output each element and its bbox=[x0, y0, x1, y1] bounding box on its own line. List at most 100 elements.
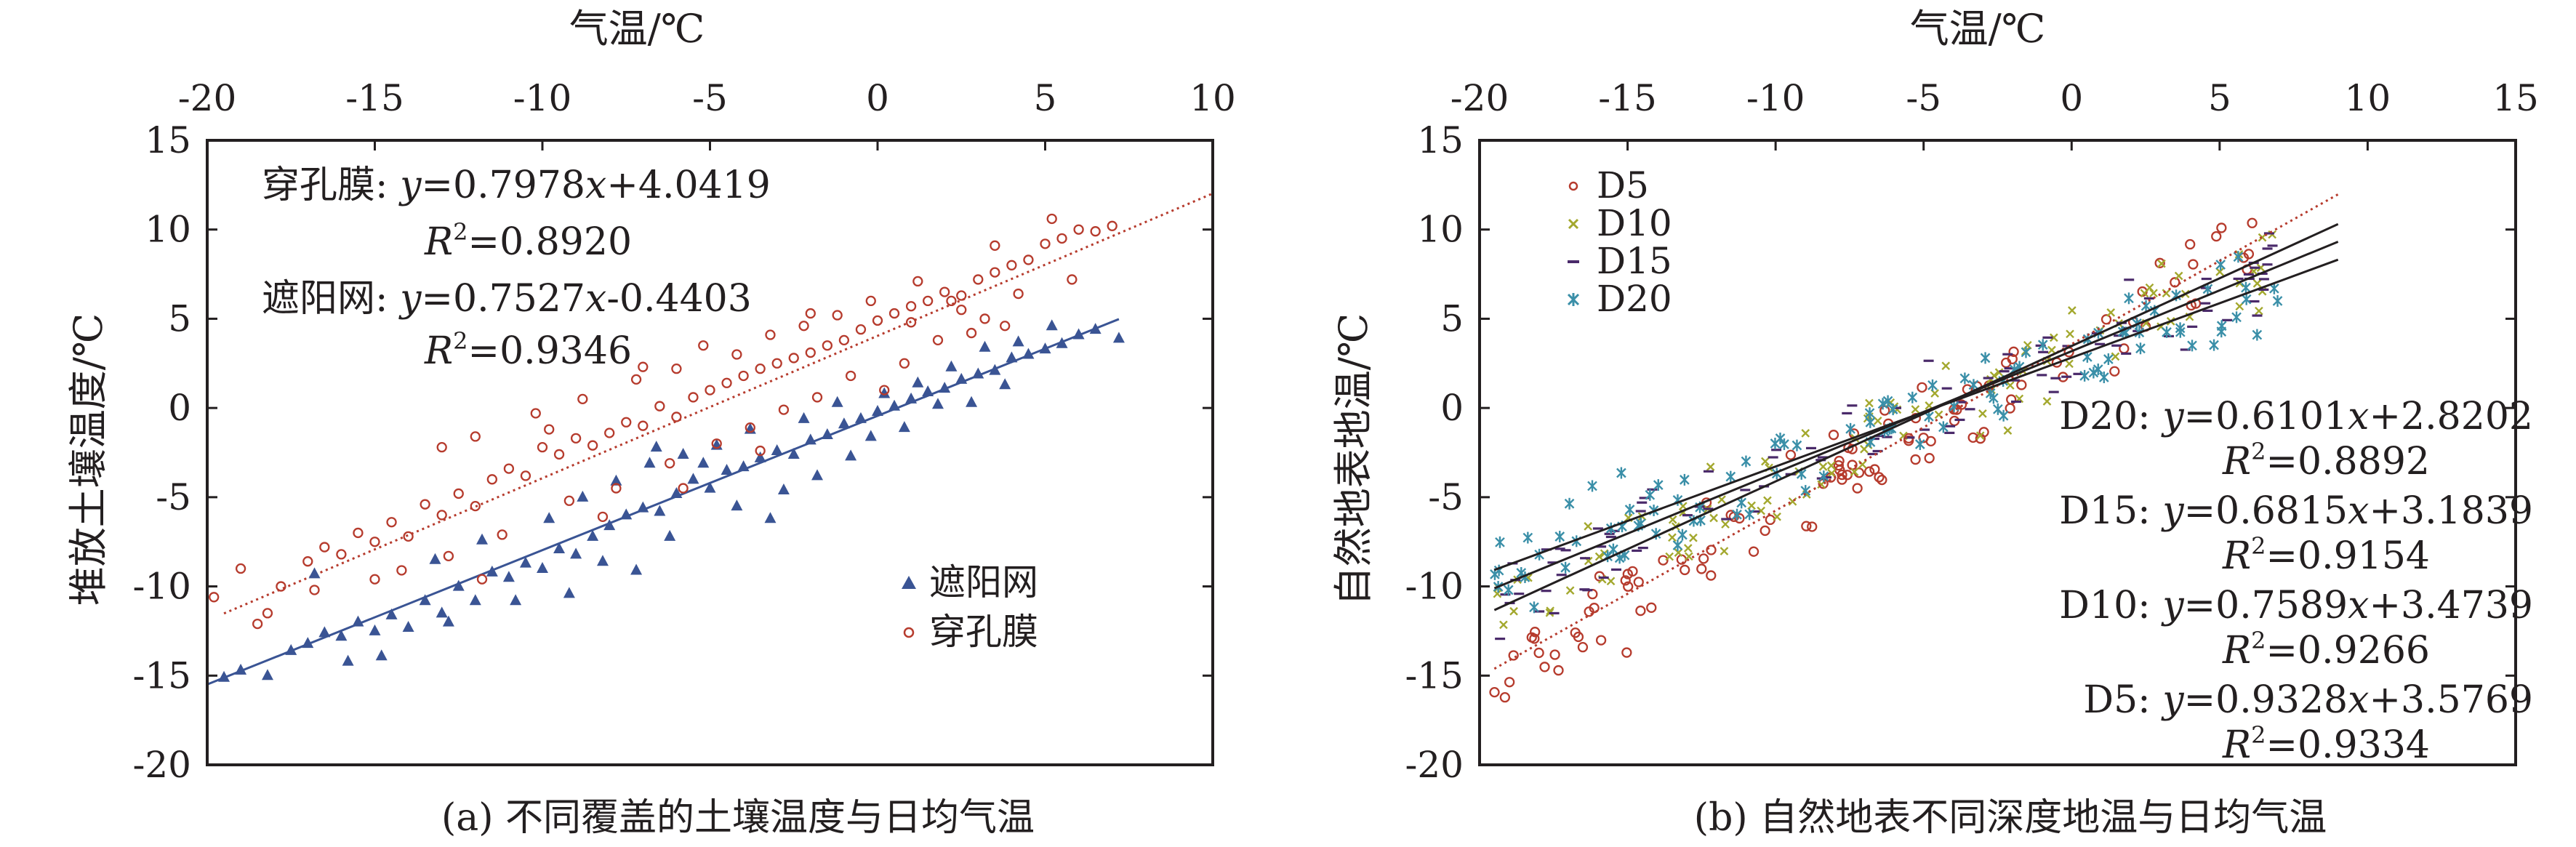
data-point-d5 bbox=[1589, 603, 1600, 614]
data-point-d20 bbox=[1741, 455, 1752, 467]
data-point-shade bbox=[845, 449, 857, 461]
x-tick-label: -5 bbox=[692, 77, 728, 119]
panel-a-points bbox=[209, 213, 1125, 682]
data-point-d5 bbox=[1646, 602, 1657, 613]
data-point-d5 bbox=[2154, 257, 2165, 268]
data-point-d20 bbox=[1865, 416, 1876, 428]
data-point-perforated bbox=[420, 499, 430, 510]
data-point-d5 bbox=[1633, 577, 1644, 587]
data-point-perforated bbox=[1067, 274, 1078, 285]
data-point-d10 bbox=[1941, 361, 1951, 371]
data-point-perforated bbox=[771, 358, 782, 369]
data-point-d5 bbox=[1863, 466, 1875, 477]
data-point-perforated bbox=[563, 495, 575, 506]
data-point-d10 bbox=[1717, 495, 1726, 504]
data-point-d5 bbox=[1879, 405, 1890, 416]
data-point-perforated bbox=[453, 488, 464, 499]
data-point-d5 bbox=[1595, 635, 1607, 646]
data-point-d10 bbox=[2106, 308, 2116, 317]
data-point-perforated bbox=[1056, 233, 1067, 244]
data-point-d20 bbox=[1645, 489, 1656, 501]
data-point-d5 bbox=[1539, 662, 1550, 673]
data-point-perforated bbox=[587, 440, 598, 451]
data-point-d5 bbox=[1910, 454, 1921, 465]
x-tick-label: -5 bbox=[1906, 77, 1941, 119]
x-tick-label: 10 bbox=[2345, 77, 2391, 119]
data-point-d20 bbox=[2135, 342, 2146, 355]
data-point-d5 bbox=[1489, 686, 1500, 698]
data-point-d5 bbox=[1869, 464, 1880, 475]
y-tick-label: 5 bbox=[168, 297, 191, 340]
equation-intercept: +3.5769 bbox=[2369, 678, 2533, 722]
r-label: R bbox=[2222, 440, 2251, 483]
data-point-shade bbox=[697, 457, 710, 468]
data-point-d10 bbox=[1801, 429, 1810, 438]
data-point-d20 bbox=[2098, 372, 2109, 384]
data-point-perforated bbox=[1006, 260, 1017, 270]
equation-intercept: +3.4739 bbox=[2369, 584, 2533, 627]
data-point-perforated bbox=[497, 529, 507, 540]
data-point-d20 bbox=[2241, 281, 2251, 294]
data-point-shade bbox=[261, 669, 273, 681]
data-point-d20 bbox=[1845, 422, 1855, 435]
data-point-shade bbox=[955, 372, 968, 384]
data-point-perforated bbox=[788, 353, 799, 364]
data-point-shade bbox=[838, 417, 850, 429]
data-point-shade bbox=[375, 649, 388, 661]
data-point-d10 bbox=[2065, 359, 2074, 369]
equation-var-x: x bbox=[2348, 395, 2369, 438]
data-point-shade bbox=[945, 360, 958, 372]
data-point-perforated bbox=[805, 347, 816, 358]
data-point-shade bbox=[821, 427, 833, 439]
equation-var-x: x bbox=[2348, 489, 2369, 533]
data-point-perforated bbox=[698, 340, 709, 351]
data-point-perforated bbox=[755, 363, 766, 374]
data-point-shade bbox=[218, 670, 230, 682]
data-point-perforated bbox=[470, 500, 481, 512]
data-point-shade bbox=[654, 505, 666, 516]
data-point-d5 bbox=[1975, 433, 1986, 444]
data-point-d10 bbox=[2252, 279, 2262, 288]
data-point-d10 bbox=[2258, 233, 2267, 242]
data-point-d20 bbox=[2088, 366, 2099, 379]
data-point-perforated bbox=[946, 295, 957, 307]
data-point-d20 bbox=[1968, 379, 1979, 391]
data-point-d20 bbox=[1818, 470, 1829, 483]
panel-a-fit-line-perforated bbox=[223, 192, 1213, 615]
data-point-d10 bbox=[2047, 345, 2056, 355]
data-point-d5 bbox=[1874, 472, 1885, 483]
data-point-perforated bbox=[745, 422, 755, 433]
data-point-shade bbox=[1022, 348, 1035, 359]
data-point-shade bbox=[854, 412, 867, 423]
data-point-shade bbox=[939, 382, 951, 393]
data-point-d5 bbox=[1924, 453, 1935, 464]
x-tick-label: -20 bbox=[1450, 77, 1509, 119]
r-value: =0.9266 bbox=[2266, 629, 2430, 673]
data-point-d10 bbox=[2003, 426, 2013, 435]
data-point-perforated bbox=[688, 392, 699, 403]
data-point-shade bbox=[452, 579, 465, 591]
equation-slope: =0.7527 bbox=[421, 277, 585, 321]
data-point-shade bbox=[1089, 323, 1102, 334]
data-point-shade bbox=[318, 626, 331, 638]
data-point-perforated bbox=[990, 240, 1000, 251]
data-point-d10 bbox=[1509, 606, 1518, 616]
data-point-perforated bbox=[855, 324, 867, 335]
data-point-perforated bbox=[990, 267, 1000, 278]
data-point-d20 bbox=[2209, 339, 2219, 351]
data-point-d5 bbox=[1760, 525, 1770, 537]
data-point-shade bbox=[878, 387, 891, 398]
data-point-perforated bbox=[905, 301, 917, 312]
equation-var-y: y bbox=[2161, 395, 2184, 438]
data-point-shade bbox=[905, 392, 918, 404]
data-point-d20 bbox=[1608, 543, 1618, 555]
data-point-d10 bbox=[1668, 515, 1677, 524]
x-tick-label: 10 bbox=[1189, 77, 1236, 119]
data-point-d5 bbox=[1658, 555, 1669, 566]
y-tick-label: -5 bbox=[1428, 476, 1464, 518]
panel-a-ticks: -20 -15 -10 -5 0 5 10 15 10 5 0 -5 -10 -15 -20 bbox=[132, 77, 1235, 786]
data-point-d20 bbox=[1560, 561, 1570, 574]
data-point-d10 bbox=[1865, 398, 1874, 408]
data-point-d10 bbox=[1773, 512, 1781, 521]
data-point-perforated bbox=[503, 463, 515, 474]
